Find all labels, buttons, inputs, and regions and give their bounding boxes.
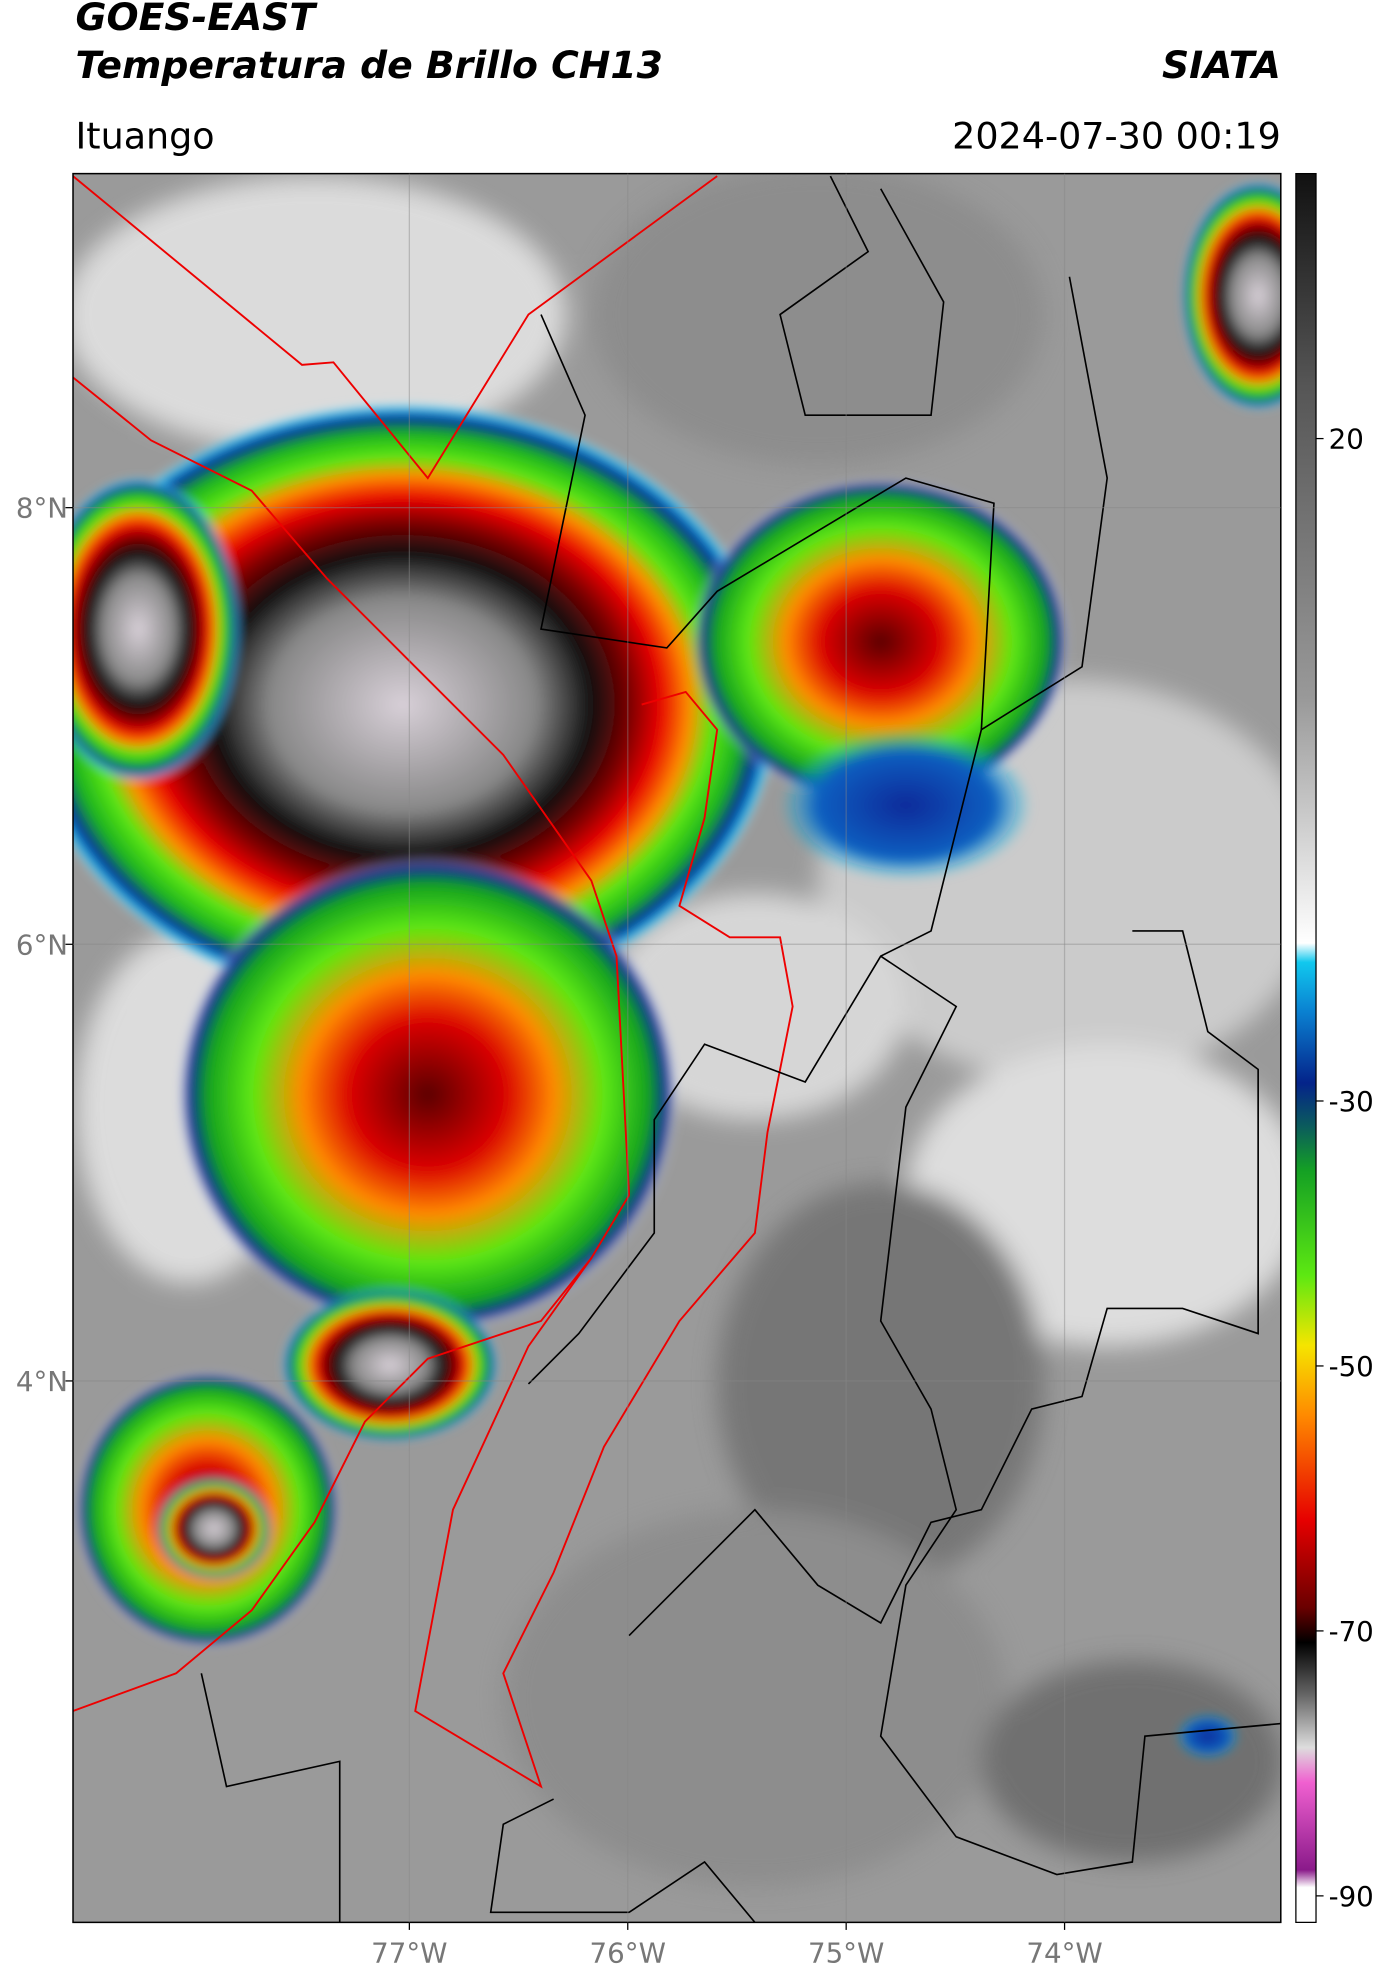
satellite-image <box>73 173 1281 1923</box>
x-tick-label: 77°W <box>371 1937 447 1970</box>
subtitle: Temperatura de Brillo CH13 <box>76 43 663 87</box>
x-tick-label: 76°W <box>590 1937 666 1970</box>
y-tick-label: 6°N <box>16 928 68 961</box>
y-tick-label: 8°N <box>16 492 68 525</box>
x-tick-label: 74°W <box>1026 1937 1102 1970</box>
colorbar-tick-label: -70 <box>1329 1615 1374 1648</box>
y-tick-label: 4°N <box>16 1365 68 1398</box>
colorbar-tick-label: -30 <box>1329 1085 1374 1118</box>
map-frame <box>72 172 1282 1924</box>
datetime: 2024-07-30 00:19 <box>952 114 1281 157</box>
title: GOES-EAST <box>76 0 319 39</box>
colorbar-tick-label: 20 <box>1329 423 1364 456</box>
colorbar-tick-label: -90 <box>1329 1880 1374 1913</box>
colorbar-tick-label: -50 <box>1329 1350 1374 1383</box>
source: SIATA <box>1162 43 1281 87</box>
colorbar <box>1295 172 1317 1924</box>
location: Ituango <box>76 114 215 157</box>
x-tick-label: 75°W <box>808 1937 884 1970</box>
